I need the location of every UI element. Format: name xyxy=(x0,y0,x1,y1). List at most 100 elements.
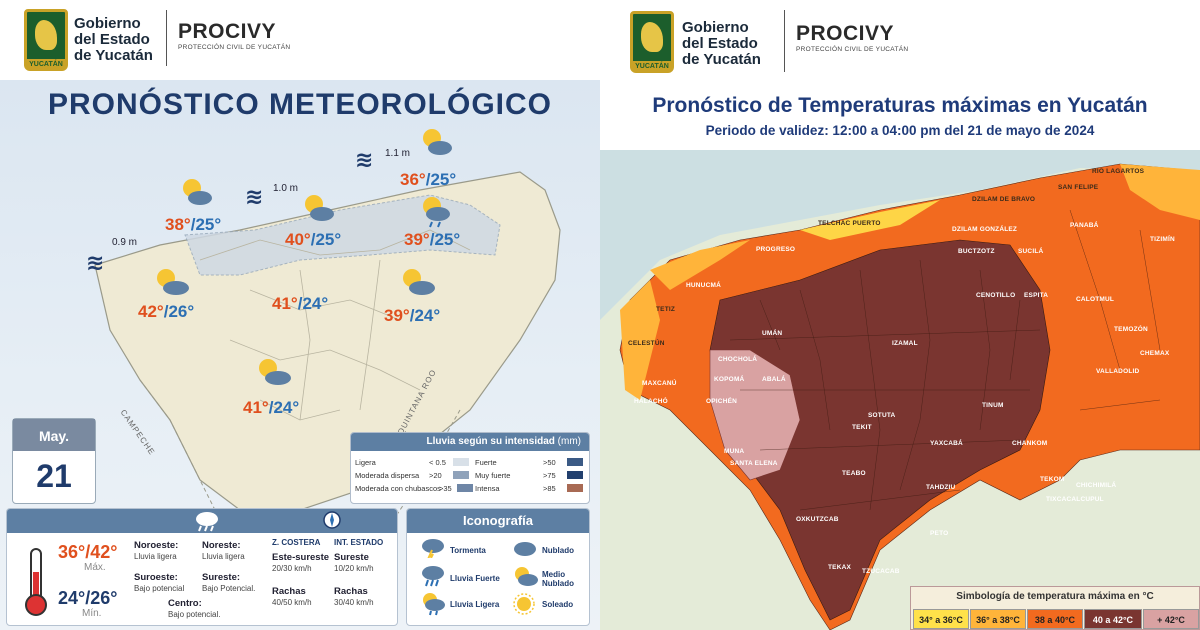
municipality-label: OXKUTZCAB xyxy=(796,516,839,523)
validity-period: Periodo de validez: 12:00 a 04:00 pm del… xyxy=(705,123,1095,138)
date-day: 21 xyxy=(36,458,72,494)
temperature-label: 41°/24° xyxy=(272,294,329,313)
crest-band-text: YUCATÁN xyxy=(630,61,674,73)
municipality-label: TETIZ xyxy=(656,306,676,313)
procivy-subtitle: PROTECCIÓN CIVIL DE YUCATÁN xyxy=(796,46,909,53)
deer-emblem-icon xyxy=(641,22,663,52)
wave-icon: ≋ xyxy=(355,147,374,172)
municipality-label: CHEMAX xyxy=(1140,350,1170,357)
municipality-label: CALOTMUL xyxy=(1076,296,1115,303)
municipality-label: TEKOM xyxy=(1040,476,1065,483)
region-label: Suroeste: xyxy=(134,572,178,583)
icon-label: Medio Nublado xyxy=(542,570,574,588)
municipality-label: HALACHÓ xyxy=(634,398,668,405)
date-card: May. 21 xyxy=(12,418,96,504)
interior-gusts: 30/40 km/h xyxy=(334,598,374,607)
temperature-label: 39°/25° xyxy=(404,230,461,249)
municipality-label: TEMOZÓN xyxy=(1114,326,1148,333)
max-label: Máx. xyxy=(84,562,106,573)
min-label: Mín. xyxy=(82,608,102,619)
scale-bin: 36° a 38°C xyxy=(970,609,1026,629)
min-temp-range: 24°/26° xyxy=(58,588,118,608)
municipality-label: UMÁN xyxy=(762,330,783,337)
legend-swatch xyxy=(453,471,469,479)
municipality-label: TAHDZIU xyxy=(926,484,956,491)
yucatan-state-map xyxy=(94,171,561,541)
yucatan-crest-logo: YUCATÁN xyxy=(24,9,68,71)
municipality-label: CENOTILLO xyxy=(976,292,1016,299)
municipality-label: SAN FELIPE xyxy=(1058,184,1099,191)
rain-legend-row: Muy fuerte >75 xyxy=(475,470,587,481)
rain-legend-row: Moderada con chubascos >35 xyxy=(355,483,473,494)
municipality-label: PETO xyxy=(930,530,949,537)
rain-legend-title: Lluvia según su intensidad (mm) xyxy=(351,433,589,451)
region-value: Lluvia ligera xyxy=(134,552,177,561)
partly-cloudy-icon xyxy=(157,269,189,295)
municipality-label: OPICHÉN xyxy=(706,398,738,405)
forecast-title: PRONÓSTICO METEOROLÓGICO xyxy=(47,88,552,121)
coastal-gusts: 40/50 km/h xyxy=(272,598,312,607)
coastal-zone-header: Z. COSTERA xyxy=(272,538,321,547)
icon-label: Lluvia Fuerte xyxy=(450,574,500,583)
light-rain-icon xyxy=(423,593,445,616)
municipality-label: DZILAM GONZÁLEZ xyxy=(952,226,1018,233)
coastal-wind-direction: Este-sureste xyxy=(272,552,330,563)
temperature-label: 39°/24° xyxy=(384,306,441,325)
scale-bin: 38 a 40°C xyxy=(1027,609,1083,629)
temperature-map xyxy=(600,150,1200,630)
government-name: Gobierno del Estado de Yucatán xyxy=(682,19,761,68)
legend-swatch xyxy=(567,484,583,492)
storm-icon xyxy=(422,539,444,558)
region-value: Lluvia ligera xyxy=(202,552,245,561)
rain-cloud-icon xyxy=(196,512,218,532)
municipality-label: TEKAX xyxy=(828,564,852,571)
sun-icon xyxy=(513,593,535,615)
region-label: Noreste: xyxy=(202,540,241,551)
wave-height-label: 1.0 m xyxy=(273,183,299,194)
legend-swatch xyxy=(453,458,469,466)
temperature-label: 41°/24° xyxy=(243,398,300,417)
rain-legend-row: Ligera < 0.5 xyxy=(355,457,469,468)
temperature-label: 42°/26° xyxy=(138,302,195,321)
interior-wind-speed: 10/20 km/h xyxy=(334,564,374,573)
municipality-label: KOPOMÁ xyxy=(714,376,745,383)
region-value: Bajo Potencial. xyxy=(202,584,256,593)
header-divider xyxy=(784,10,785,72)
municipality-label: CELESTÚN xyxy=(628,340,665,347)
municipality-label: ABALÁ xyxy=(762,376,786,383)
icon-label: Tormenta xyxy=(450,546,486,555)
partly-cloudy-icon xyxy=(423,129,452,155)
header-divider xyxy=(166,10,167,66)
municipality-label: IZAMAL xyxy=(892,340,918,347)
temperature-label: 40°/25° xyxy=(285,230,342,249)
municipality-label: SOTUTA xyxy=(868,412,896,419)
scale-title: Simbología de temperatura máxima en °C xyxy=(956,591,1154,602)
crest-band-text: YUCATÁN xyxy=(24,59,68,71)
compass-icon xyxy=(323,511,341,529)
max-temperature-panel: YUCATÁN Gobierno del Estado de Yucatán P… xyxy=(600,0,1200,630)
temperature-zones xyxy=(600,150,1200,630)
municipality-label: TEABO xyxy=(842,470,866,477)
max-temp-range: 36°/42° xyxy=(58,542,118,562)
interior-header: INT. ESTADO xyxy=(334,538,384,547)
rain-legend-row: Moderada dispersa >20 xyxy=(355,470,469,481)
region-value: Bajo potencial. xyxy=(168,610,221,619)
icon-label: Soleado xyxy=(542,600,574,609)
partly-cloudy-icon xyxy=(515,567,538,586)
wave-icon: ≋ xyxy=(86,250,105,275)
region-label: Centro: xyxy=(168,598,202,609)
partly-cloudy-icon xyxy=(403,269,435,295)
municipality-label: MUNA xyxy=(724,448,745,455)
procivy-logo: PROCIVY xyxy=(178,20,277,43)
yucatan-crest-logo: YUCATÁN xyxy=(630,11,674,73)
municipality-label: HUNUCMÁ xyxy=(686,282,721,289)
scale-bin: + 42°C xyxy=(1143,609,1199,629)
partly-cloudy-icon xyxy=(183,179,212,205)
iconography-legend: Iconografía xyxy=(406,508,590,626)
temperature-label: 38°/25° xyxy=(165,215,222,234)
municipality-label: DZILAM DE BRAVO xyxy=(972,196,1036,203)
municipality-label: RIO LAGARTOS xyxy=(1092,168,1145,175)
region-label: Noroeste: xyxy=(134,540,179,551)
municipality-label: SUCILÁ xyxy=(1018,248,1044,255)
municipality-label: TINUM xyxy=(982,402,1004,409)
